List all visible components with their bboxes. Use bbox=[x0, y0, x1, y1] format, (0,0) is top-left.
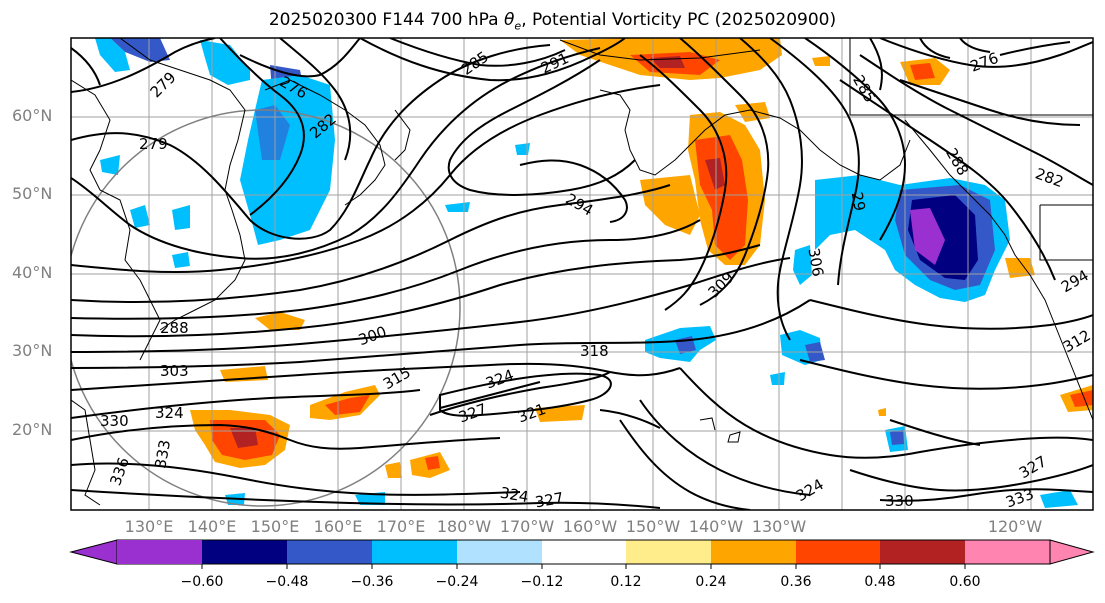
contour-label: 324 bbox=[499, 484, 530, 507]
colorbar-segment bbox=[796, 540, 880, 564]
colorbar-tick-label: 0.60 bbox=[949, 574, 981, 590]
colorbar-segment bbox=[457, 540, 542, 564]
contour-label: 330 bbox=[100, 412, 129, 430]
lon-label: 160°E bbox=[313, 517, 363, 536]
map-frame bbox=[70, 37, 1094, 511]
colorbar-tick-label: −0.24 bbox=[435, 574, 479, 590]
lon-label: 170°E bbox=[376, 517, 426, 536]
colorbar-tick-label: 0.36 bbox=[780, 574, 812, 590]
lat-label-30n: 30°N bbox=[12, 341, 53, 360]
lon-label: 150°E bbox=[250, 517, 300, 536]
colorbar-tick-label: −0.48 bbox=[265, 574, 309, 590]
title-theta: θ bbox=[504, 10, 515, 30]
pv-positive-areas bbox=[190, 38, 1093, 478]
contour-label: 327 bbox=[534, 489, 565, 512]
contour-label: 318 bbox=[580, 342, 609, 360]
lat-label-20n: 20°N bbox=[12, 420, 53, 439]
colorbar-segment bbox=[542, 540, 626, 564]
colorbar-segment bbox=[202, 540, 287, 564]
colorbar-tick-label: 0.48 bbox=[864, 574, 896, 590]
colorbar-tick-label: −0.12 bbox=[520, 574, 564, 590]
contour-label: 288 bbox=[160, 319, 189, 337]
lon-label: 160°W bbox=[562, 517, 618, 536]
colorbar-tick-label: −0.36 bbox=[350, 574, 394, 590]
colorbar-segment bbox=[287, 540, 372, 564]
theta-e-contours bbox=[71, 38, 1093, 510]
contour-label: 279 bbox=[139, 135, 168, 153]
colorbar-segment bbox=[626, 540, 711, 564]
colorbar-segment bbox=[711, 540, 796, 564]
colorbar-ticks bbox=[201, 564, 966, 569]
contour-label: 324 bbox=[155, 404, 184, 422]
contour-label: 29 bbox=[848, 191, 869, 213]
lon-label: 170°W bbox=[499, 517, 555, 536]
colorbar-segment bbox=[965, 540, 1050, 564]
lon-label: 140°E bbox=[187, 517, 237, 536]
contour-label: 330 bbox=[885, 492, 914, 510]
lon-label: 180°W bbox=[436, 517, 492, 536]
lon-label: 120°W bbox=[987, 517, 1043, 536]
range-circle bbox=[71, 109, 461, 507]
title-rest: , Potential Vorticity PC (2025020900) bbox=[521, 10, 837, 30]
contour-label: 306 bbox=[804, 247, 827, 278]
lat-label-40n: 40°N bbox=[12, 263, 53, 282]
colorbar-segment bbox=[117, 540, 202, 564]
contour-label: 303 bbox=[160, 362, 189, 380]
colorbar-tick-label: −0.60 bbox=[180, 574, 224, 590]
lon-label: 130°E bbox=[124, 517, 174, 536]
colorbar-tick-label: 0.12 bbox=[610, 574, 642, 590]
colorbar-tick-label: 0.24 bbox=[695, 574, 727, 590]
title-text: 2025020300 F144 700 hPa bbox=[268, 10, 504, 30]
contour-label: 333 bbox=[151, 438, 174, 469]
map-title: 2025020300 F144 700 hPa θe, Potential Vo… bbox=[0, 10, 1105, 32]
colorbar-segment bbox=[880, 540, 965, 564]
colorbar-extend-min bbox=[69, 539, 118, 565]
lat-label-60n: 60°N bbox=[12, 106, 53, 125]
lon-label: 140°W bbox=[688, 517, 744, 536]
colorbar-extend-max bbox=[1049, 539, 1095, 565]
gridlines bbox=[71, 38, 1093, 510]
colorbar-segment bbox=[372, 540, 457, 564]
title-theta-sub: e bbox=[514, 19, 522, 33]
lon-label: 150°W bbox=[625, 517, 681, 536]
colorbar bbox=[69, 539, 1095, 569]
lon-label: 130°W bbox=[751, 517, 807, 536]
lat-label-50n: 50°N bbox=[12, 184, 53, 203]
